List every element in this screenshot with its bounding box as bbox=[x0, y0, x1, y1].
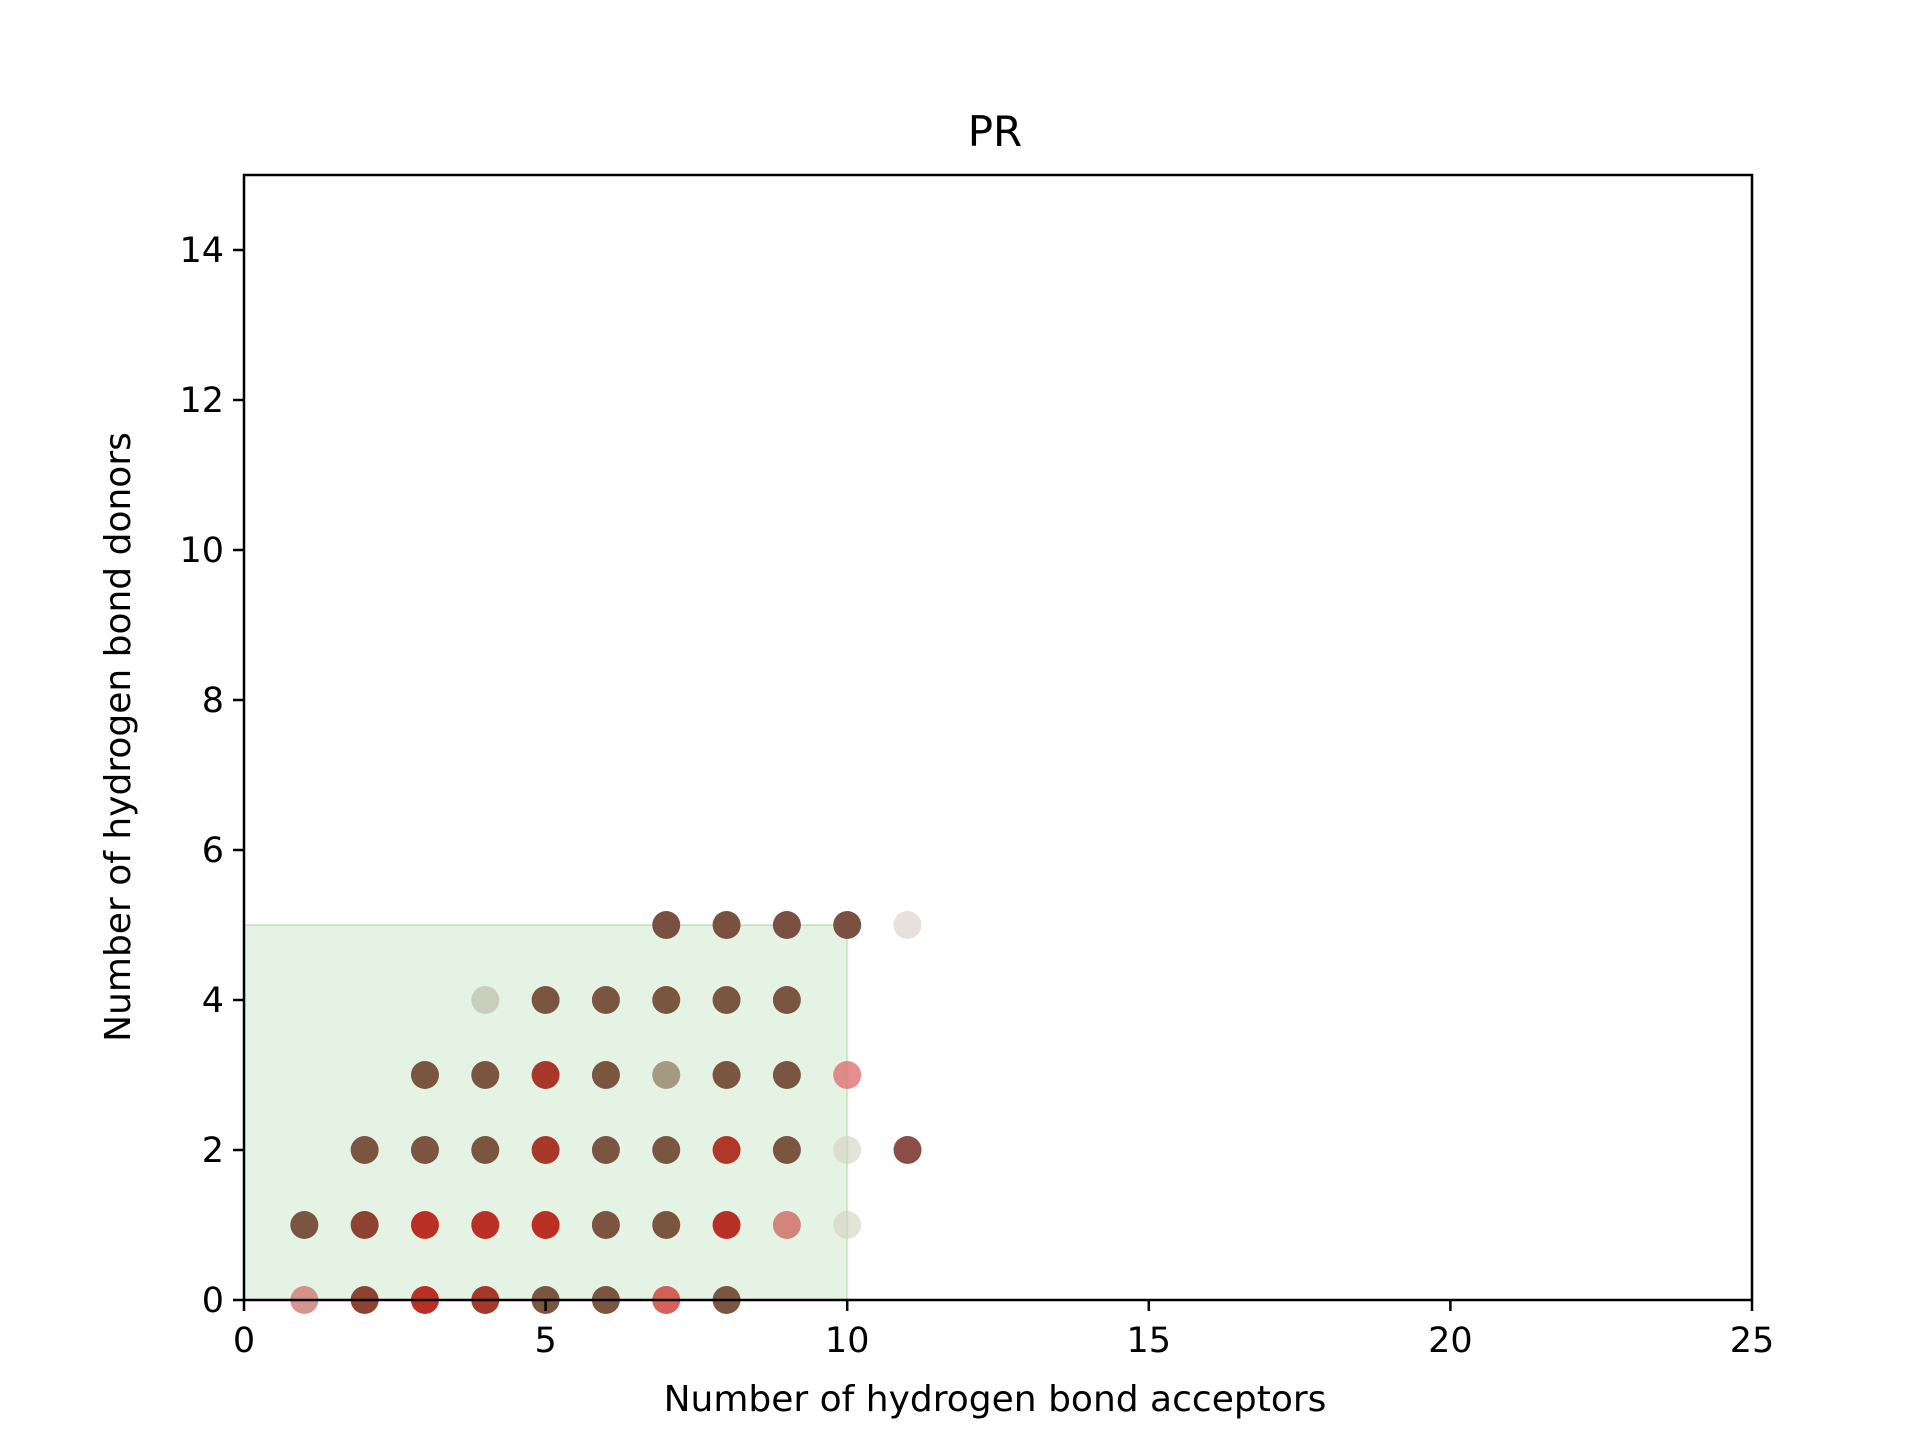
data-point bbox=[410, 1061, 439, 1089]
x-axis-label: Number of hydrogen bond acceptors bbox=[664, 1379, 1327, 1420]
data-point bbox=[471, 1136, 500, 1164]
data-point bbox=[531, 1211, 560, 1239]
y-tick-label: 14 bbox=[179, 231, 224, 271]
data-point bbox=[531, 1061, 560, 1089]
data-point bbox=[893, 1136, 922, 1164]
data-point bbox=[591, 1211, 620, 1239]
data-point bbox=[410, 1136, 439, 1164]
rule-region bbox=[243, 924, 849, 1301]
data-point bbox=[531, 986, 560, 1014]
data-point bbox=[350, 1136, 379, 1164]
data-point bbox=[772, 1211, 801, 1239]
data-point bbox=[712, 1061, 741, 1089]
data-point bbox=[833, 1136, 862, 1164]
x-tick-label: 0 bbox=[233, 1321, 255, 1361]
x-tick-label: 5 bbox=[534, 1321, 556, 1361]
y-axis-label: Number of hydrogen bond donors bbox=[98, 432, 139, 1042]
y-axis-ticks: 0 2 4 6 8 10 12 14 bbox=[179, 231, 244, 1321]
data-point bbox=[652, 1061, 681, 1089]
data-point bbox=[652, 1211, 681, 1239]
data-point bbox=[471, 1211, 500, 1239]
x-tick-label: 10 bbox=[825, 1321, 870, 1361]
rule-region-layer bbox=[243, 924, 849, 1301]
chart-title: PR bbox=[968, 107, 1023, 156]
data-point bbox=[772, 986, 801, 1014]
data-point bbox=[833, 1211, 862, 1239]
data-point bbox=[652, 1136, 681, 1164]
data-point bbox=[410, 1211, 439, 1239]
data-point bbox=[712, 1211, 741, 1239]
data-point bbox=[833, 911, 862, 939]
data-point bbox=[712, 986, 741, 1014]
data-point bbox=[772, 1061, 801, 1089]
data-point bbox=[591, 1136, 620, 1164]
y-tick-label: 6 bbox=[202, 831, 224, 871]
data-point bbox=[652, 911, 681, 939]
data-point bbox=[772, 1136, 801, 1164]
y-tick-label: 4 bbox=[202, 981, 224, 1021]
y-tick-label: 2 bbox=[202, 1131, 224, 1171]
data-point bbox=[290, 1211, 319, 1239]
y-tick-label: 0 bbox=[202, 1281, 224, 1321]
data-point bbox=[772, 911, 801, 939]
y-tick-label: 12 bbox=[179, 381, 224, 421]
x-tick-label: 20 bbox=[1428, 1321, 1473, 1361]
data-point bbox=[591, 986, 620, 1014]
data-point bbox=[712, 911, 741, 939]
y-tick-label: 8 bbox=[202, 681, 224, 721]
y-tick-label: 10 bbox=[179, 531, 224, 571]
data-point bbox=[471, 1061, 500, 1089]
data-point bbox=[833, 1061, 862, 1089]
data-point bbox=[652, 986, 681, 1014]
data-point bbox=[350, 1211, 379, 1239]
data-point bbox=[893, 911, 922, 939]
data-point bbox=[712, 1136, 741, 1164]
data-point bbox=[531, 1136, 560, 1164]
x-tick-label: 25 bbox=[1730, 1321, 1775, 1361]
data-point bbox=[591, 1061, 620, 1089]
points-layer bbox=[290, 911, 922, 1314]
plot-frame bbox=[242, 173, 1754, 1302]
data-point bbox=[471, 986, 500, 1014]
x-tick-label: 15 bbox=[1127, 1321, 1172, 1361]
x-axis-ticks: 0 5 10 15 20 25 bbox=[233, 1300, 1774, 1361]
